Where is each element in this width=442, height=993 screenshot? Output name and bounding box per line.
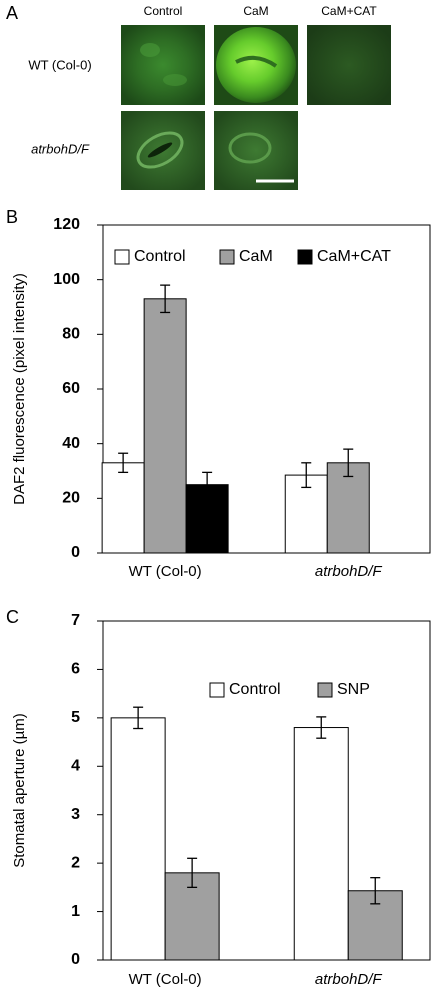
y-axis-label: Stomatal aperture (µm) xyxy=(11,713,28,868)
y-tick-label: 5 xyxy=(71,709,80,726)
bar xyxy=(101,462,145,554)
panel-label: C xyxy=(6,607,19,627)
y-tick-label: 3 xyxy=(71,806,80,823)
x-tick-label: atrbohD/F xyxy=(315,971,383,988)
column-header: CaM xyxy=(243,4,268,18)
error-bar xyxy=(343,448,354,478)
y-tick-label: 6 xyxy=(71,661,80,678)
y-tick-label: 80 xyxy=(62,326,80,343)
y-tick-label: 120 xyxy=(53,216,80,233)
panel-label: A xyxy=(6,3,18,23)
micrograph xyxy=(214,111,298,190)
bar xyxy=(326,462,370,554)
legend-label: CaM xyxy=(239,248,273,265)
y-tick-label: 20 xyxy=(62,490,80,507)
bar xyxy=(143,298,187,554)
legend-label: CaM+CAT xyxy=(317,248,391,265)
error-bar xyxy=(187,857,198,889)
x-tick-label: WT (Col-0) xyxy=(129,563,202,580)
y-tick-label: 60 xyxy=(62,380,80,397)
error-bar xyxy=(316,716,327,739)
column-header: CaM+CAT xyxy=(321,4,377,18)
error-bar xyxy=(202,471,213,498)
row-label: atrbohD/F xyxy=(31,141,90,156)
plot-frame xyxy=(102,224,431,554)
plot-frame xyxy=(102,620,431,961)
y-tick-label: 40 xyxy=(62,435,80,452)
micrograph xyxy=(214,25,298,105)
legend-label: Control xyxy=(229,681,281,698)
x-tick-label: atrbohD/F xyxy=(315,563,383,580)
y-tick-label: 1 xyxy=(71,903,80,920)
y-tick-label: 0 xyxy=(71,544,80,561)
legend-label: Control xyxy=(134,248,186,265)
legend-swatch xyxy=(209,682,225,698)
y-axis-label: DAF2 fluorescence (pixel intensity) xyxy=(11,273,28,505)
y-tick-label: 2 xyxy=(71,854,80,871)
micrograph xyxy=(307,25,391,105)
y-tick-label: 7 xyxy=(71,612,80,629)
bar xyxy=(284,474,328,554)
legend-swatch xyxy=(219,249,235,265)
y-tick-label: 0 xyxy=(71,951,80,968)
micrograph xyxy=(121,25,205,105)
error-bar xyxy=(370,877,381,905)
error-bar xyxy=(160,284,171,314)
x-tick-label: WT (Col-0) xyxy=(129,971,202,988)
column-header: Control xyxy=(144,4,183,18)
legend-swatch xyxy=(317,682,333,698)
y-tick-label: 4 xyxy=(71,758,80,775)
panel-label: B xyxy=(6,207,18,227)
legend-swatch xyxy=(114,249,130,265)
legend-label: SNP xyxy=(337,681,370,698)
bar xyxy=(110,717,166,961)
row-label: WT (Col-0) xyxy=(28,57,91,72)
error-bar xyxy=(301,462,312,489)
bar xyxy=(293,727,349,961)
error-bar xyxy=(133,706,144,730)
micrograph xyxy=(121,111,205,190)
error-bar xyxy=(118,452,129,474)
y-tick-label: 100 xyxy=(53,271,80,288)
legend-swatch xyxy=(297,249,313,265)
